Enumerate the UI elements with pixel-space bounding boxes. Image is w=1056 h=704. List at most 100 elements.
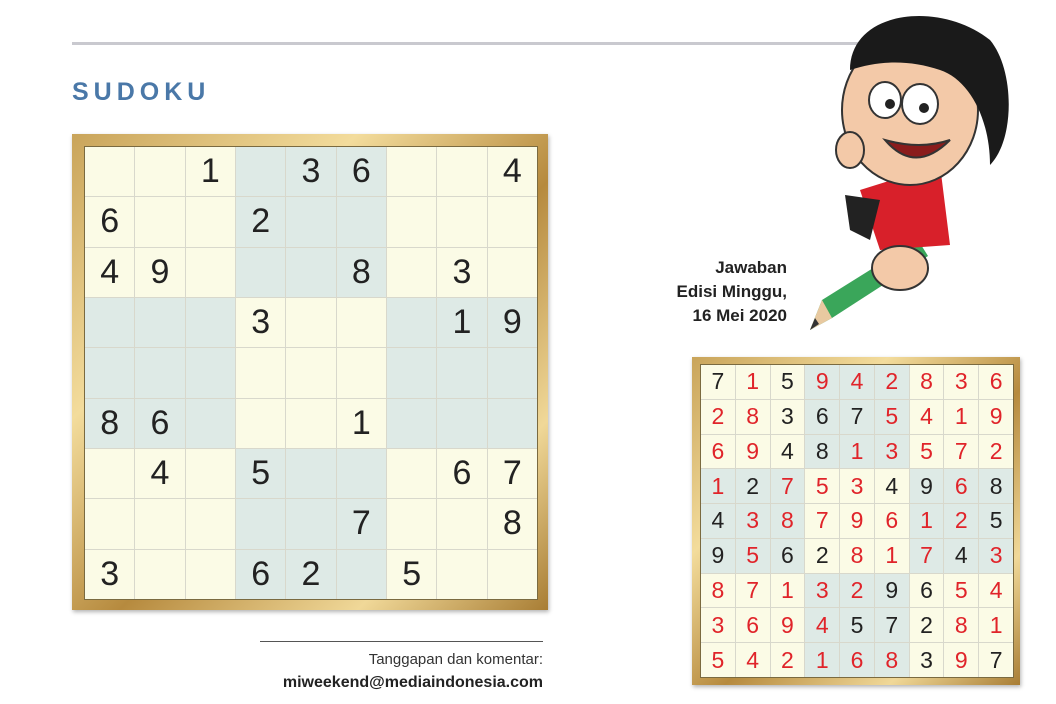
puzzle-cell[interactable] — [437, 499, 487, 549]
puzzle-cell[interactable] — [286, 348, 336, 398]
puzzle-cell[interactable] — [386, 499, 437, 549]
puzzle-cell[interactable] — [386, 398, 437, 448]
answer-cell: 6 — [840, 643, 874, 677]
puzzle-cell[interactable] — [135, 348, 185, 398]
answer-cell: 1 — [701, 469, 735, 504]
puzzle-cell: 6 — [437, 448, 487, 499]
answer-cell: 7 — [735, 573, 770, 608]
puzzle-cell[interactable] — [235, 499, 286, 549]
puzzle-cell: 3 — [437, 247, 487, 297]
answer-cell: 3 — [840, 469, 874, 504]
answer-cell: 4 — [979, 573, 1013, 608]
puzzle-cell[interactable] — [286, 448, 336, 499]
puzzle-cell[interactable] — [386, 197, 437, 247]
puzzle-cell[interactable] — [235, 348, 286, 398]
answer-cell: 4 — [805, 608, 840, 643]
puzzle-cell: 8 — [336, 247, 386, 297]
puzzle-cell: 4 — [487, 147, 537, 197]
puzzle-cell[interactable] — [135, 549, 185, 599]
answer-cell: 5 — [840, 608, 874, 643]
puzzle-cell[interactable] — [185, 448, 235, 499]
puzzle-cell[interactable] — [386, 147, 437, 197]
puzzle-cell[interactable] — [487, 348, 537, 398]
answer-cell: 9 — [944, 643, 979, 677]
puzzle-cell: 1 — [336, 398, 386, 448]
puzzle-cell[interactable] — [135, 499, 185, 549]
answer-cell: 1 — [909, 504, 944, 538]
answer-cell: 5 — [979, 504, 1013, 538]
puzzle-cell[interactable] — [185, 247, 235, 297]
puzzle-cell[interactable] — [185, 398, 235, 448]
puzzle-cell[interactable] — [437, 197, 487, 247]
puzzle-cell[interactable] — [185, 348, 235, 398]
answer-cell: 6 — [701, 434, 735, 469]
answer-cell: 2 — [805, 538, 840, 573]
puzzle-cell[interactable] — [336, 549, 386, 599]
answer-cell: 1 — [979, 608, 1013, 643]
answer-cell: 6 — [979, 365, 1013, 399]
puzzle-cell[interactable] — [487, 247, 537, 297]
puzzle-cell[interactable] — [437, 398, 487, 448]
answer-cell: 6 — [735, 608, 770, 643]
puzzle-cell[interactable] — [135, 197, 185, 247]
puzzle-cell[interactable] — [286, 247, 336, 297]
puzzle-cell[interactable] — [386, 297, 437, 348]
answer-cell: 4 — [770, 434, 805, 469]
answer-cell: 1 — [770, 573, 805, 608]
puzzle-cell: 4 — [85, 247, 135, 297]
answer-cell: 4 — [874, 469, 909, 504]
puzzle-cell[interactable] — [386, 348, 437, 398]
puzzle-cell[interactable] — [386, 448, 437, 499]
puzzle-cell: 3 — [286, 147, 336, 197]
answer-cell: 8 — [840, 538, 874, 573]
answer-cell: 4 — [701, 504, 735, 538]
puzzle-cell[interactable] — [437, 147, 487, 197]
answer-cell: 8 — [944, 608, 979, 643]
answer-cell: 9 — [770, 608, 805, 643]
puzzle-cell[interactable] — [386, 247, 437, 297]
puzzle-cell[interactable] — [336, 448, 386, 499]
footer-email-link[interactable]: miweekend@mediaindonesia.com — [282, 674, 543, 691]
puzzle-cell[interactable] — [487, 549, 537, 599]
puzzle-cell[interactable] — [185, 549, 235, 599]
answer-cell: 4 — [735, 643, 770, 677]
puzzle-cell[interactable] — [135, 147, 185, 197]
puzzle-cell[interactable] — [336, 348, 386, 398]
puzzle-cell[interactable] — [286, 197, 336, 247]
puzzle-cell[interactable] — [85, 348, 135, 398]
puzzle-cell[interactable] — [235, 147, 286, 197]
puzzle-cell[interactable] — [85, 448, 135, 499]
answer-cell: 3 — [805, 573, 840, 608]
puzzle-cell[interactable] — [286, 398, 336, 448]
puzzle-cell[interactable] — [85, 297, 135, 348]
puzzle-cell[interactable] — [336, 197, 386, 247]
puzzle-cell: 6 — [336, 147, 386, 197]
answer-cell: 6 — [944, 469, 979, 504]
answer-cell: 3 — [735, 504, 770, 538]
answer-caption: Jawaban Edisi Minggu, 16 Mei 2020 — [677, 256, 788, 328]
answer-cell: 3 — [874, 434, 909, 469]
puzzle-cell[interactable] — [185, 297, 235, 348]
puzzle-cell[interactable] — [336, 297, 386, 348]
puzzle-cell[interactable] — [437, 348, 487, 398]
puzzle-cell[interactable] — [185, 499, 235, 549]
answer-cell: 8 — [701, 573, 735, 608]
puzzle-cell: 6 — [85, 197, 135, 247]
puzzle-cell[interactable] — [85, 499, 135, 549]
puzzle-cell: 3 — [235, 297, 286, 348]
puzzle-cell[interactable] — [487, 197, 537, 247]
puzzle-cell[interactable] — [235, 247, 286, 297]
puzzle-cell[interactable] — [235, 398, 286, 448]
puzzle-cell[interactable] — [85, 147, 135, 197]
puzzle-cell[interactable] — [487, 398, 537, 448]
answer-cell: 2 — [840, 573, 874, 608]
puzzle-cell[interactable] — [185, 197, 235, 247]
puzzle-cell[interactable] — [286, 499, 336, 549]
answer-cell: 8 — [874, 643, 909, 677]
puzzle-cell: 5 — [386, 549, 437, 599]
puzzle-cell[interactable] — [286, 297, 336, 348]
puzzle-cell[interactable] — [135, 297, 185, 348]
puzzle-cell[interactable] — [437, 549, 487, 599]
